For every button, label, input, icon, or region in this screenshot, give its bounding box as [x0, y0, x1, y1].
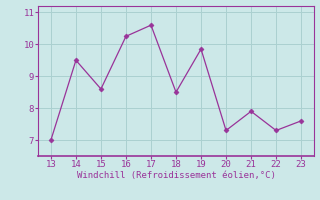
X-axis label: Windchill (Refroidissement éolien,°C): Windchill (Refroidissement éolien,°C): [76, 171, 276, 180]
